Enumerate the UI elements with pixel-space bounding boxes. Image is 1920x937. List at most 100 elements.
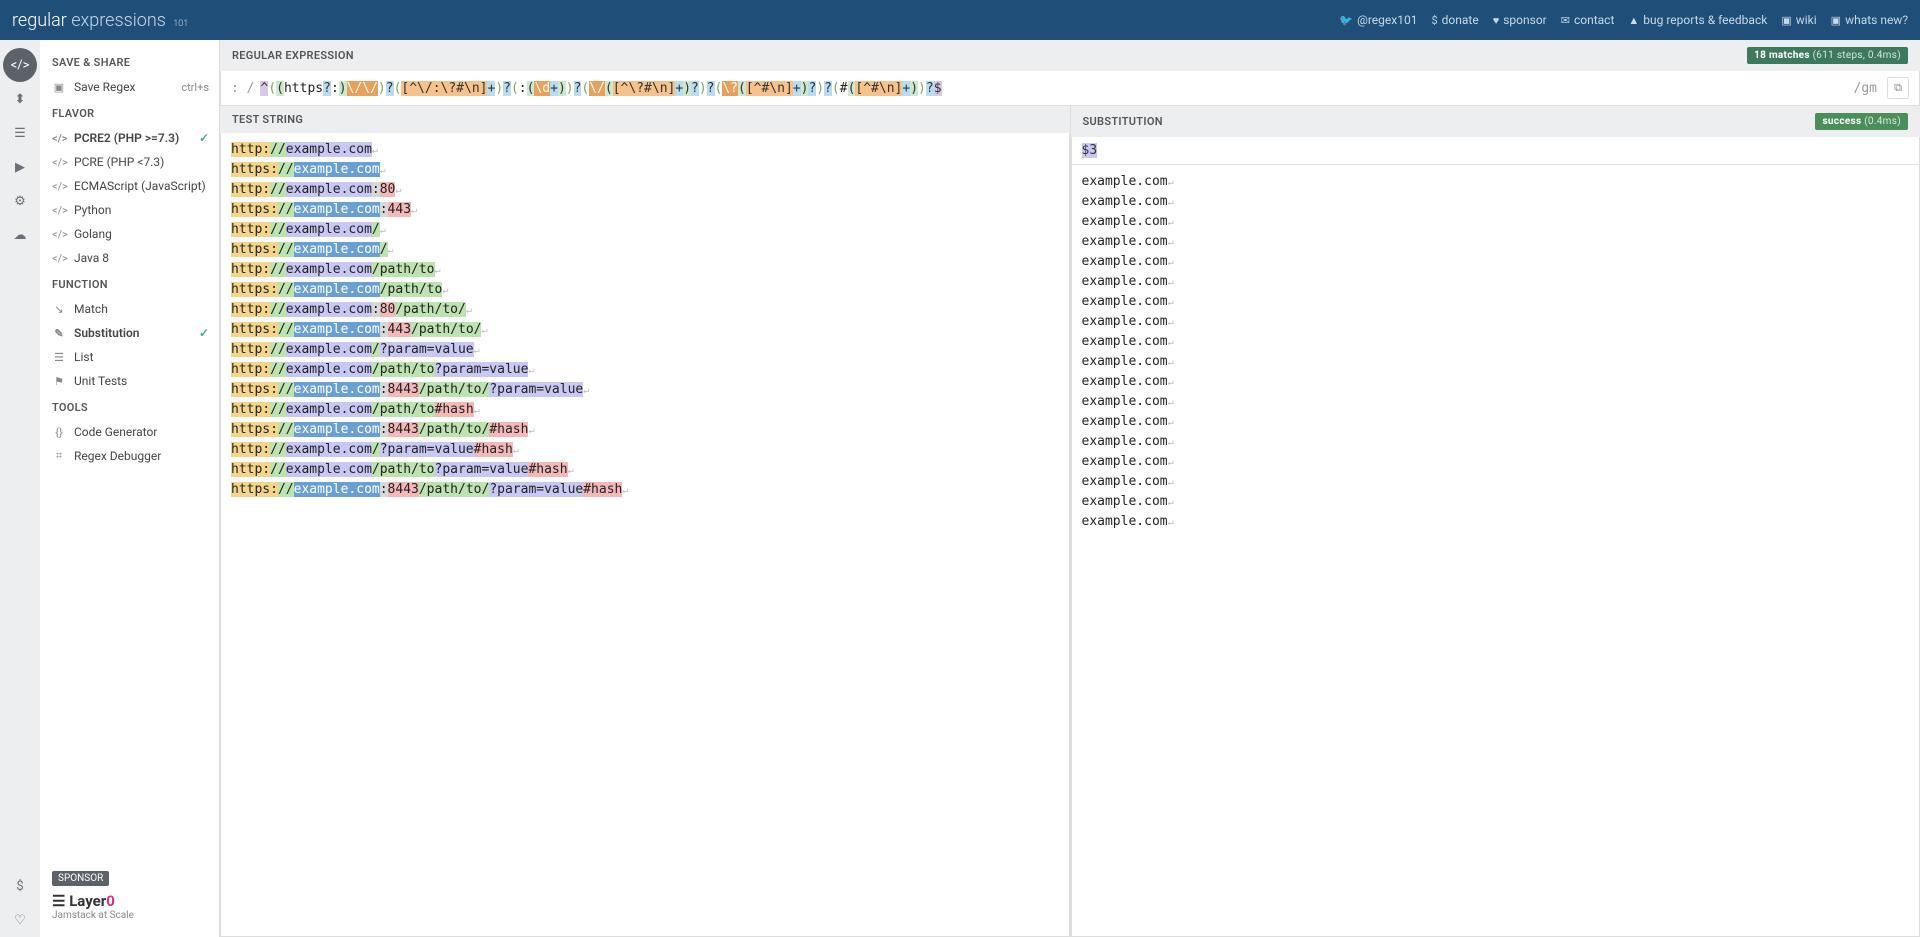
iconbar-bottom-0[interactable]: $ bbox=[3, 869, 37, 903]
subst-result-line: example.com↵ bbox=[1082, 352, 1910, 372]
link-icon: $ bbox=[1431, 14, 1437, 27]
header-link-wiki[interactable]: ▣wiki bbox=[1781, 13, 1816, 27]
test-token: https: bbox=[231, 422, 278, 437]
regex-input-row[interactable]: : / ^((https?:)\/\/)?([^\/:\?#\n]+)?(:(\… bbox=[220, 71, 1920, 106]
regex-open-delim: : / bbox=[231, 81, 254, 96]
header-links: 🐦@regex101 $donate ♥sponsor ✉contact ▲bug re… bbox=[1339, 13, 1908, 27]
newline-icon: ↵ bbox=[528, 365, 534, 376]
newline-icon: ↵ bbox=[395, 185, 401, 196]
functions-item[interactable]: ↘Match bbox=[40, 297, 219, 321]
sponsor-name[interactable]: ☰ Layer0 bbox=[52, 892, 207, 910]
newline-icon: ↵ bbox=[1168, 297, 1174, 308]
test-token: // bbox=[278, 162, 294, 177]
test-token: /path/to bbox=[380, 282, 443, 297]
regex-flags[interactable]: gm bbox=[1861, 81, 1877, 96]
regex-token: ) bbox=[910, 81, 918, 96]
test-token: example.com bbox=[294, 282, 380, 297]
test-token: https: bbox=[231, 162, 278, 177]
check-icon: ✓ bbox=[199, 131, 209, 145]
flavors-item[interactable]: </>Golang bbox=[40, 222, 219, 246]
test-token: example.com bbox=[286, 262, 372, 277]
test-token: // bbox=[270, 342, 286, 357]
test-token: 8443 bbox=[388, 422, 419, 437]
link-icon: ✉ bbox=[1561, 14, 1570, 27]
newline-icon: ↵ bbox=[1168, 317, 1174, 328]
functions-item[interactable]: ☰List bbox=[40, 345, 219, 369]
tools-item[interactable]: ⌗Regex Debugger bbox=[40, 444, 219, 468]
regex-token: ( bbox=[268, 81, 276, 96]
subst-result-line: example.com↵ bbox=[1082, 312, 1910, 332]
test-token: ?param=value bbox=[380, 342, 474, 357]
header-link-contact[interactable]: ✉contact bbox=[1561, 13, 1615, 27]
test-token: // bbox=[278, 322, 294, 337]
sidebar: SAVE & SHARE ▣ Save Regex ctrl+s FLAVOR … bbox=[40, 40, 220, 937]
regex-token: [^\?#\n] bbox=[613, 81, 676, 96]
flavors-item[interactable]: </>ECMAScript (JavaScript) bbox=[40, 174, 219, 198]
newline-icon: ↵ bbox=[1168, 497, 1174, 508]
test-token: /path/to/ bbox=[395, 302, 465, 317]
newline-icon: ↵ bbox=[1168, 357, 1174, 368]
test-token: example.com bbox=[294, 202, 380, 217]
logo[interactable]: regular expressions 101 bbox=[12, 10, 188, 31]
header-link-bug-reports-feedback[interactable]: ▲bug reports & feedback bbox=[1628, 13, 1767, 27]
test-line: https://example.com↵ bbox=[231, 160, 1059, 180]
regex-token: ? bbox=[691, 81, 699, 96]
test-line: http://example.com/↵ bbox=[231, 220, 1059, 240]
iconbar-item-4[interactable]: ⚙ bbox=[3, 184, 37, 218]
flavors-item[interactable]: </>PCRE2 (PHP >=7.3)✓ bbox=[40, 126, 219, 150]
functions-item[interactable]: ⚑Unit Tests bbox=[40, 369, 219, 393]
panes: TEST STRING http://example.com↵https://e… bbox=[220, 106, 1920, 937]
test-token: example.com bbox=[286, 342, 372, 357]
header-link-sponsor[interactable]: ♥sponsor bbox=[1493, 13, 1547, 27]
subst-pattern-input[interactable]: $3 bbox=[1071, 137, 1920, 165]
regex-token: ( bbox=[605, 81, 613, 96]
newline-icon: ↵ bbox=[1168, 177, 1174, 188]
flavors-item[interactable]: </>Python bbox=[40, 198, 219, 222]
subst-pattern: $3 bbox=[1082, 143, 1098, 158]
tools-item[interactable]: {}Code Generator bbox=[40, 420, 219, 444]
regex-token: \/ bbox=[589, 81, 605, 96]
item-icon: </> bbox=[52, 228, 66, 241]
regex-token: ) bbox=[495, 81, 503, 96]
iconbar-item-2[interactable]: ☰ bbox=[3, 116, 37, 150]
subst-result-line: example.com↵ bbox=[1082, 232, 1910, 252]
iconbar-item-5[interactable]: ☁ bbox=[3, 218, 37, 252]
newline-icon: ↵ bbox=[622, 485, 628, 496]
regex-token: ) bbox=[339, 81, 347, 96]
newline-icon: ↵ bbox=[481, 325, 487, 336]
test-token: #hash bbox=[528, 462, 567, 477]
iconbar-item-1[interactable]: ⬍ bbox=[3, 82, 37, 116]
newline-icon: ↵ bbox=[380, 225, 386, 236]
sidebar-heading-save: SAVE & SHARE bbox=[40, 48, 219, 75]
test-token: #hash bbox=[489, 422, 528, 437]
test-token: #hash bbox=[474, 442, 513, 457]
test-token: /path/to/ bbox=[419, 482, 489, 497]
flavors-item[interactable]: </>Java 8 bbox=[40, 246, 219, 270]
test-token: // bbox=[270, 362, 286, 377]
flavors-item[interactable]: </>PCRE (PHP <7.3) bbox=[40, 150, 219, 174]
app-header: regular expressions 101 🐦@regex101 $donat… bbox=[0, 0, 1920, 40]
copy-regex-button[interactable]: ⧉ bbox=[1887, 77, 1909, 99]
test-token: ?param=value bbox=[489, 382, 583, 397]
header-link-donate[interactable]: $donate bbox=[1431, 13, 1478, 27]
test-string-input[interactable]: http://example.com↵https://example.com↵h… bbox=[220, 133, 1070, 937]
sponsor-box: SPONSOR ☰ Layer0 Jamstack at Scale bbox=[40, 862, 219, 929]
save-regex-item[interactable]: ▣ Save Regex ctrl+s bbox=[40, 75, 219, 99]
subst-result-line: example.com↵ bbox=[1082, 492, 1910, 512]
link-icon: ♥ bbox=[1493, 14, 1500, 27]
regex-input[interactable]: ^((https?:)\/\/)?([^\/:\?#\n]+)?(:(\d+))… bbox=[254, 81, 1853, 96]
newline-icon: ↵ bbox=[1168, 237, 1174, 248]
test-line: http://example.com/?param=value↵ bbox=[231, 340, 1059, 360]
regex-token: \/\/ bbox=[347, 81, 378, 96]
test-token: /path/to/ bbox=[411, 322, 481, 337]
iconbar-item-3[interactable]: ▶ bbox=[3, 150, 37, 184]
header-link--regex101[interactable]: 🐦@regex101 bbox=[1339, 13, 1417, 27]
iconbar-bottom-1[interactable]: ♡ bbox=[3, 903, 37, 937]
iconbar-item-0[interactable]: </> bbox=[3, 48, 37, 82]
test-token: : bbox=[380, 422, 388, 437]
test-token: : bbox=[380, 482, 388, 497]
header-link-whats-new-[interactable]: ▣whats new? bbox=[1831, 13, 1908, 27]
newline-icon: ↵ bbox=[435, 265, 441, 276]
functions-item[interactable]: ✎Substitution✓ bbox=[40, 321, 219, 345]
test-token: http: bbox=[231, 262, 270, 277]
